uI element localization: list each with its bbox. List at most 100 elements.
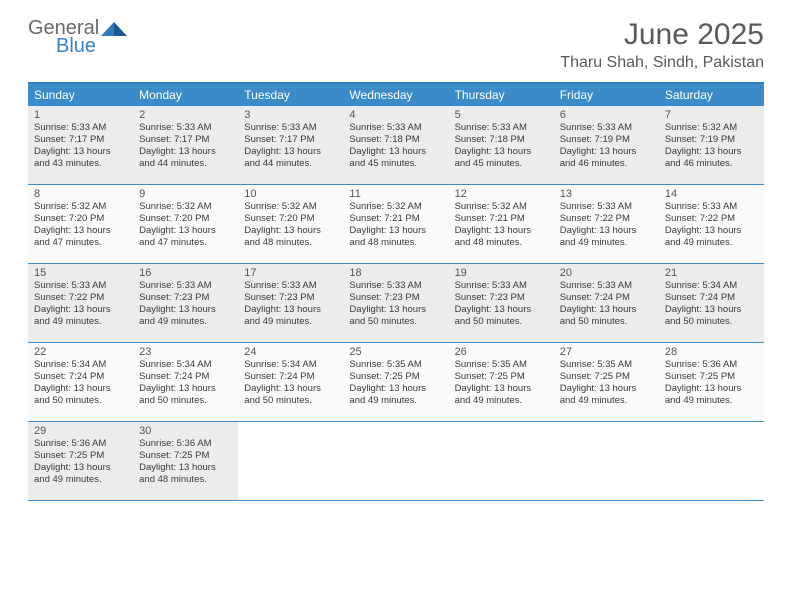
logo-part2: Blue <box>56 36 99 56</box>
day-info: Sunrise: 5:35 AMSunset: 7:25 PMDaylight:… <box>560 359 653 407</box>
day-info: Sunrise: 5:35 AMSunset: 7:25 PMDaylight:… <box>349 359 442 407</box>
weeks-container: 1Sunrise: 5:33 AMSunset: 7:17 PMDaylight… <box>28 106 764 501</box>
day-cell: 25Sunrise: 5:35 AMSunset: 7:25 PMDayligh… <box>343 343 448 421</box>
day-number: 6 <box>560 109 653 121</box>
day-cell: 11Sunrise: 5:32 AMSunset: 7:21 PMDayligh… <box>343 185 448 263</box>
day-cell: 1Sunrise: 5:33 AMSunset: 7:17 PMDaylight… <box>28 106 133 184</box>
day-header-row: SundayMondayTuesdayWednesdayThursdayFrid… <box>28 84 764 106</box>
month-title: June 2025 <box>560 18 764 52</box>
day-cell: 15Sunrise: 5:33 AMSunset: 7:22 PMDayligh… <box>28 264 133 342</box>
day-header: Saturday <box>659 84 764 106</box>
day-cell: 2Sunrise: 5:33 AMSunset: 7:17 PMDaylight… <box>133 106 238 184</box>
day-cell: 28Sunrise: 5:36 AMSunset: 7:25 PMDayligh… <box>659 343 764 421</box>
day-number: 7 <box>665 109 758 121</box>
empty-cell <box>343 422 448 500</box>
day-info: Sunrise: 5:35 AMSunset: 7:25 PMDaylight:… <box>455 359 548 407</box>
day-cell: 13Sunrise: 5:33 AMSunset: 7:22 PMDayligh… <box>554 185 659 263</box>
day-cell: 18Sunrise: 5:33 AMSunset: 7:23 PMDayligh… <box>343 264 448 342</box>
day-cell: 29Sunrise: 5:36 AMSunset: 7:25 PMDayligh… <box>28 422 133 500</box>
day-number: 27 <box>560 346 653 358</box>
day-cell: 16Sunrise: 5:33 AMSunset: 7:23 PMDayligh… <box>133 264 238 342</box>
title-block: June 2025 Tharu Shah, Sindh, Pakistan <box>560 18 764 72</box>
day-info: Sunrise: 5:32 AMSunset: 7:20 PMDaylight:… <box>244 201 337 249</box>
day-cell: 20Sunrise: 5:33 AMSunset: 7:24 PMDayligh… <box>554 264 659 342</box>
header: General Blue June 2025 Tharu Shah, Sindh… <box>28 18 764 72</box>
day-info: Sunrise: 5:33 AMSunset: 7:17 PMDaylight:… <box>244 122 337 170</box>
day-number: 11 <box>349 188 442 200</box>
week-row: 29Sunrise: 5:36 AMSunset: 7:25 PMDayligh… <box>28 422 764 501</box>
day-info: Sunrise: 5:34 AMSunset: 7:24 PMDaylight:… <box>244 359 337 407</box>
day-number: 23 <box>139 346 232 358</box>
day-header: Sunday <box>28 84 133 106</box>
day-number: 18 <box>349 267 442 279</box>
day-info: Sunrise: 5:33 AMSunset: 7:22 PMDaylight:… <box>34 280 127 328</box>
day-number: 14 <box>665 188 758 200</box>
day-info: Sunrise: 5:34 AMSunset: 7:24 PMDaylight:… <box>139 359 232 407</box>
day-header: Wednesday <box>343 84 448 106</box>
day-cell: 23Sunrise: 5:34 AMSunset: 7:24 PMDayligh… <box>133 343 238 421</box>
day-header: Friday <box>554 84 659 106</box>
day-cell: 30Sunrise: 5:36 AMSunset: 7:25 PMDayligh… <box>133 422 238 500</box>
day-number: 4 <box>349 109 442 121</box>
day-info: Sunrise: 5:33 AMSunset: 7:19 PMDaylight:… <box>560 122 653 170</box>
day-cell: 21Sunrise: 5:34 AMSunset: 7:24 PMDayligh… <box>659 264 764 342</box>
day-info: Sunrise: 5:36 AMSunset: 7:25 PMDaylight:… <box>665 359 758 407</box>
day-info: Sunrise: 5:33 AMSunset: 7:18 PMDaylight:… <box>349 122 442 170</box>
day-number: 1 <box>34 109 127 121</box>
week-row: 15Sunrise: 5:33 AMSunset: 7:22 PMDayligh… <box>28 264 764 343</box>
day-number: 22 <box>34 346 127 358</box>
day-info: Sunrise: 5:33 AMSunset: 7:23 PMDaylight:… <box>455 280 548 328</box>
day-info: Sunrise: 5:33 AMSunset: 7:17 PMDaylight:… <box>139 122 232 170</box>
day-info: Sunrise: 5:34 AMSunset: 7:24 PMDaylight:… <box>34 359 127 407</box>
day-number: 5 <box>455 109 548 121</box>
day-cell: 14Sunrise: 5:33 AMSunset: 7:22 PMDayligh… <box>659 185 764 263</box>
week-row: 8Sunrise: 5:32 AMSunset: 7:20 PMDaylight… <box>28 185 764 264</box>
day-number: 10 <box>244 188 337 200</box>
day-cell: 24Sunrise: 5:34 AMSunset: 7:24 PMDayligh… <box>238 343 343 421</box>
day-cell: 6Sunrise: 5:33 AMSunset: 7:19 PMDaylight… <box>554 106 659 184</box>
day-info: Sunrise: 5:36 AMSunset: 7:25 PMDaylight:… <box>139 438 232 486</box>
day-cell: 12Sunrise: 5:32 AMSunset: 7:21 PMDayligh… <box>449 185 554 263</box>
day-number: 29 <box>34 425 127 437</box>
logo-triangle-icon <box>101 20 127 40</box>
day-info: Sunrise: 5:34 AMSunset: 7:24 PMDaylight:… <box>665 280 758 328</box>
empty-cell <box>659 422 764 500</box>
day-cell: 5Sunrise: 5:33 AMSunset: 7:18 PMDaylight… <box>449 106 554 184</box>
empty-cell <box>554 422 659 500</box>
location: Tharu Shah, Sindh, Pakistan <box>560 54 764 72</box>
week-row: 1Sunrise: 5:33 AMSunset: 7:17 PMDaylight… <box>28 106 764 185</box>
day-cell: 8Sunrise: 5:32 AMSunset: 7:20 PMDaylight… <box>28 185 133 263</box>
day-number: 8 <box>34 188 127 200</box>
day-number: 28 <box>665 346 758 358</box>
day-cell: 4Sunrise: 5:33 AMSunset: 7:18 PMDaylight… <box>343 106 448 184</box>
day-cell: 22Sunrise: 5:34 AMSunset: 7:24 PMDayligh… <box>28 343 133 421</box>
day-cell: 9Sunrise: 5:32 AMSunset: 7:20 PMDaylight… <box>133 185 238 263</box>
day-number: 26 <box>455 346 548 358</box>
day-header: Thursday <box>449 84 554 106</box>
day-info: Sunrise: 5:33 AMSunset: 7:24 PMDaylight:… <box>560 280 653 328</box>
day-number: 24 <box>244 346 337 358</box>
day-info: Sunrise: 5:33 AMSunset: 7:17 PMDaylight:… <box>34 122 127 170</box>
day-number: 2 <box>139 109 232 121</box>
day-number: 17 <box>244 267 337 279</box>
day-cell: 17Sunrise: 5:33 AMSunset: 7:23 PMDayligh… <box>238 264 343 342</box>
day-cell: 3Sunrise: 5:33 AMSunset: 7:17 PMDaylight… <box>238 106 343 184</box>
day-number: 13 <box>560 188 653 200</box>
logo: General Blue <box>28 18 127 56</box>
day-number: 25 <box>349 346 442 358</box>
day-info: Sunrise: 5:36 AMSunset: 7:25 PMDaylight:… <box>34 438 127 486</box>
day-info: Sunrise: 5:33 AMSunset: 7:23 PMDaylight:… <box>244 280 337 328</box>
day-cell: 19Sunrise: 5:33 AMSunset: 7:23 PMDayligh… <box>449 264 554 342</box>
day-info: Sunrise: 5:33 AMSunset: 7:18 PMDaylight:… <box>455 122 548 170</box>
day-cell: 10Sunrise: 5:32 AMSunset: 7:20 PMDayligh… <box>238 185 343 263</box>
day-number: 9 <box>139 188 232 200</box>
day-number: 12 <box>455 188 548 200</box>
day-number: 20 <box>560 267 653 279</box>
day-info: Sunrise: 5:32 AMSunset: 7:20 PMDaylight:… <box>34 201 127 249</box>
day-cell: 7Sunrise: 5:32 AMSunset: 7:19 PMDaylight… <box>659 106 764 184</box>
day-info: Sunrise: 5:32 AMSunset: 7:20 PMDaylight:… <box>139 201 232 249</box>
day-number: 21 <box>665 267 758 279</box>
logo-text: General Blue <box>28 18 99 56</box>
day-number: 3 <box>244 109 337 121</box>
empty-cell <box>449 422 554 500</box>
